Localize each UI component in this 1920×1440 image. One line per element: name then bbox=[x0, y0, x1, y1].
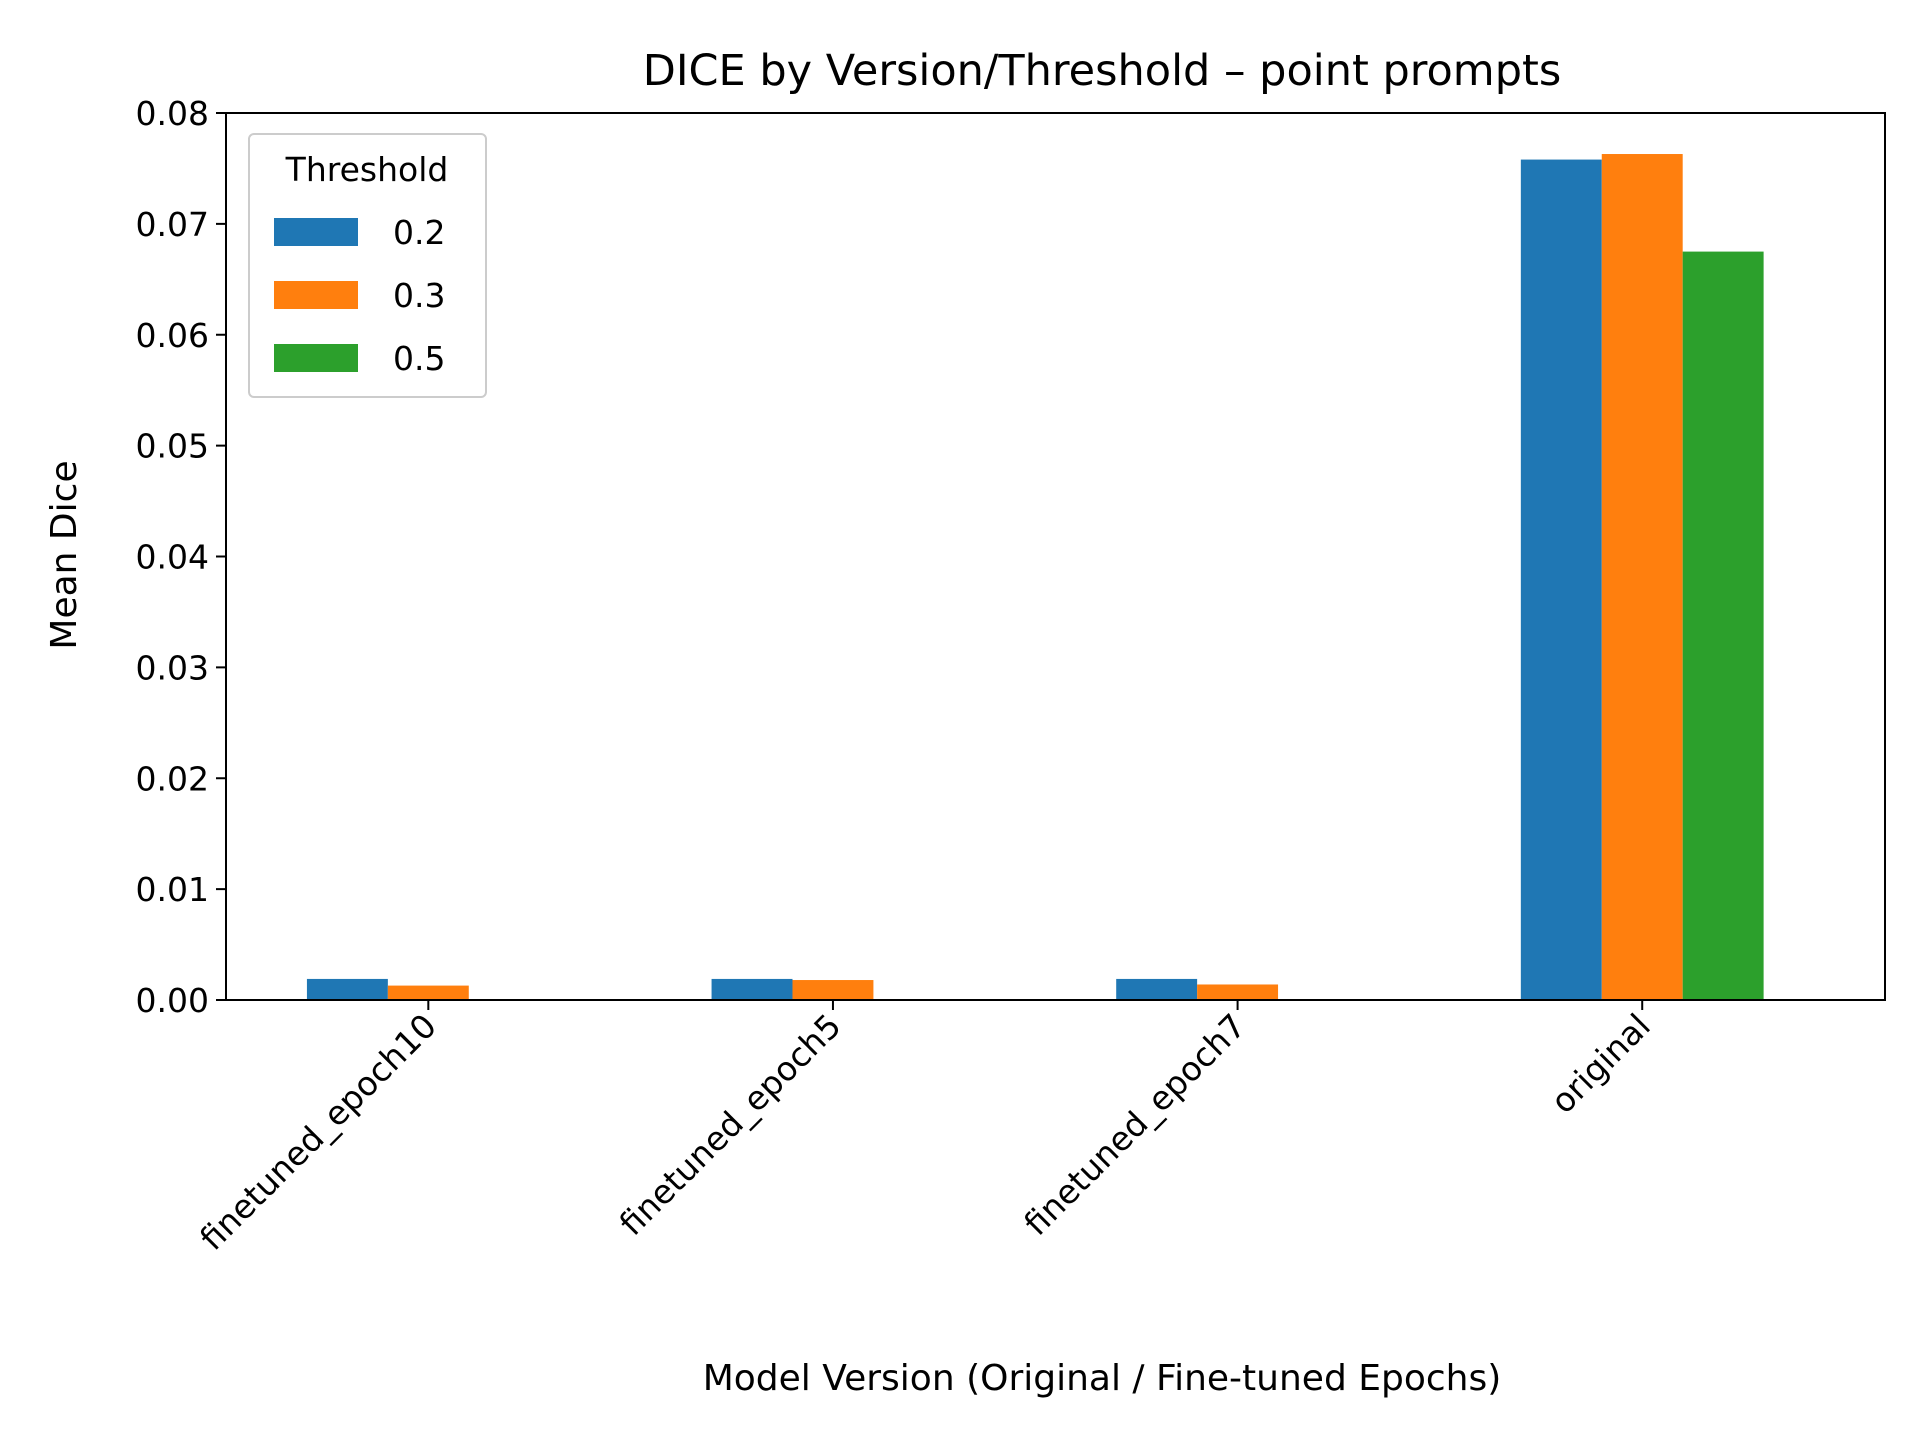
legend-label-0.5: 0.5 bbox=[393, 339, 445, 378]
bar-finetuned_epoch5-threshold-0.3 bbox=[792, 980, 874, 1000]
bar-finetuned_epoch7-threshold-0.2 bbox=[1116, 978, 1198, 1000]
y-tick-label: 0.06 bbox=[136, 316, 209, 355]
y-tick-label: 0.03 bbox=[136, 648, 209, 687]
y-tick-label: 0.08 bbox=[136, 94, 209, 133]
y-axis-label: Mean Dice bbox=[44, 460, 85, 649]
bar-original-threshold-0.3 bbox=[1601, 154, 1683, 1000]
chart-title: DICE by Version/Threshold – point prompt… bbox=[643, 46, 1562, 96]
y-tick-label: 0.00 bbox=[136, 981, 209, 1020]
y-tick-label: 0.04 bbox=[136, 538, 209, 577]
legend-label-0.3: 0.3 bbox=[393, 276, 445, 315]
legend-swatch-0.5 bbox=[274, 344, 358, 372]
bar-original-threshold-0.5 bbox=[1682, 251, 1764, 1001]
y-tick-label: 0.02 bbox=[136, 759, 209, 798]
legend-box bbox=[248, 133, 487, 398]
bars-layer bbox=[306, 154, 1764, 1001]
x-axis-label: Model Version (Original / Fine-tuned Epo… bbox=[703, 1358, 1502, 1399]
legend: Threshold 0.2 0.3 0.5 bbox=[248, 133, 487, 398]
y-tick-label: 0.07 bbox=[136, 205, 209, 244]
y-tick-label: 0.05 bbox=[136, 427, 209, 466]
bar-finetuned_epoch5-threshold-0.2 bbox=[711, 978, 793, 1000]
bar-finetuned_epoch10-threshold-0.2 bbox=[306, 978, 388, 1000]
bar-original-threshold-0.2 bbox=[1520, 159, 1602, 1000]
legend-swatch-0.2 bbox=[274, 218, 358, 246]
bar-finetuned_epoch10-threshold-0.3 bbox=[387, 985, 469, 1000]
legend-label-0.2: 0.2 bbox=[393, 213, 445, 252]
legend-title: Threshold bbox=[285, 150, 449, 189]
legend-swatch-0.3 bbox=[274, 281, 358, 309]
y-tick-label: 0.01 bbox=[136, 870, 209, 909]
bar-finetuned_epoch7-threshold-0.3 bbox=[1197, 984, 1279, 1000]
